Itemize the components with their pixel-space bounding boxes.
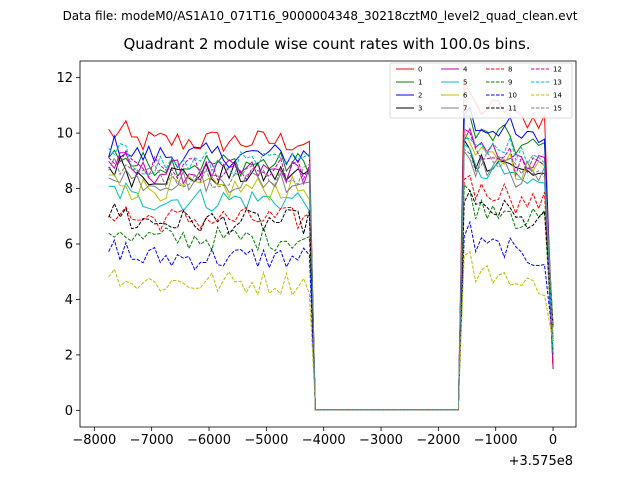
legend-label-4: 4 [463,66,468,74]
series-line-14 [108,250,554,411]
series-line-10 [108,220,554,411]
legend-label-9: 9 [508,79,512,87]
legend-label-11: 11 [508,105,517,113]
y-tick-label: 6 [65,238,73,253]
y-tick-label: 2 [65,348,73,363]
x-tick-label: −3000 [359,433,403,448]
series-line-12 [108,127,554,411]
series-line-2 [108,105,554,411]
x-tick-label: −7000 [130,433,174,448]
legend-label-6: 6 [463,92,468,100]
x-tick-label: 0 [549,433,557,448]
legend-box [389,62,573,119]
x-tick-label: −2000 [416,433,460,448]
legend-label-12: 12 [553,66,562,74]
x-tick-label: −6000 [187,433,231,448]
y-tick-label: 0 [65,404,73,419]
x-offset-label: +3.575e8 [509,454,573,469]
series-line-8 [108,174,554,411]
chart-suptitle: Data file: modeM0/AS1A10_071T16_90000043… [63,9,578,23]
legend-label-15: 15 [553,105,562,113]
legend-label-14: 14 [553,92,562,100]
series-line-13 [108,135,554,411]
y-tick-label: 8 [65,182,73,197]
legend-label-10: 10 [508,92,517,100]
legend-label-1: 1 [418,79,422,87]
x-tick-label: −8000 [72,433,116,448]
legend-label-13: 13 [553,79,562,87]
axes: −8000 −7000 −6000 −5000 −4000 −3000 −2000 −1000… [56,60,577,448]
y-tick-label: 4 [65,293,73,308]
x-tick-label: −5000 [244,433,288,448]
legend-label-3: 3 [418,105,422,113]
series-line-4 [108,127,554,411]
y-tick-label: 12 [56,71,73,86]
legend-label-8: 8 [508,66,512,74]
chart-title: Quadrant 2 module wise count rates with … [123,35,530,53]
legend-label-7: 7 [463,105,467,113]
legend-label-5: 5 [463,79,467,87]
series-line-1 [108,115,554,411]
plot-lines [108,80,554,411]
legend-label-2: 2 [418,92,422,100]
series-line-0 [108,80,554,411]
series-line-6 [108,130,554,411]
x-tick-label: −4000 [302,433,346,448]
series-line-9 [108,183,554,411]
series-line-5 [108,143,554,411]
series-line-11 [108,189,554,411]
series-line-15 [108,148,554,411]
x-tick-label: −1000 [474,433,518,448]
y-tick-label: 10 [56,127,73,142]
legend-label-0: 0 [418,66,422,74]
